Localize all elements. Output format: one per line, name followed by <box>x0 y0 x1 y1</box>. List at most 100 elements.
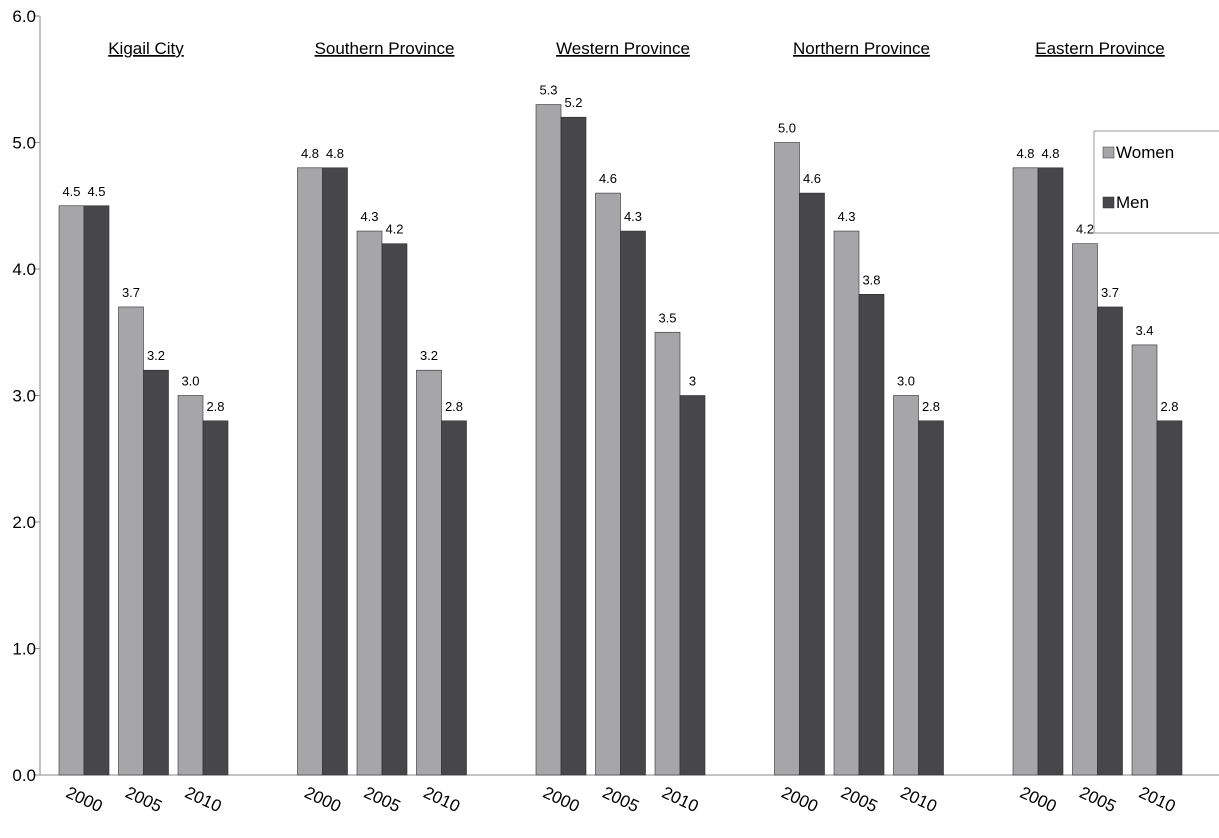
data-label-men-eastern-province-2005: 3.7 <box>1101 285 1119 300</box>
legend-swatch-men <box>1102 196 1115 209</box>
data-labels: 4.5 4.5 3.7 3.2 3.0 2.8 4.8 4.8 4.3 4.2 3.2 2.8 5.3 5… <box>62 83 1178 414</box>
y-tick-label: 3.0 <box>12 387 36 406</box>
y-tick-label: 1.0 <box>12 640 36 659</box>
bar-women-southern-province-2000 <box>297 167 323 776</box>
data-label-men-southern-province-2000: 4.8 <box>326 146 344 161</box>
data-label-men-kigail-city-2000: 4.5 <box>87 184 105 199</box>
y-axis: 0.0 1.0 2.0 3.0 4.0 5.0 6.0 <box>12 7 41 785</box>
data-label-women-kigail-city-2000: 4.5 <box>62 184 80 199</box>
bar-women-northern-province-2000 <box>774 142 800 776</box>
legend-label-women: Women <box>1116 143 1174 162</box>
bar-men-western-province-2000 <box>560 116 587 776</box>
data-label-women-eastern-province-2000: 4.8 <box>1016 146 1034 161</box>
group-titles: Kigail City Southern Province Western Prov… <box>108 39 1165 58</box>
data-label-women-kigail-city-2010: 3.0 <box>181 374 199 389</box>
data-label-women-northern-province-2005: 4.3 <box>837 209 855 224</box>
bar-women-kigail-city-2010 <box>177 395 204 776</box>
data-label-men-southern-province-2005: 4.2 <box>385 222 403 237</box>
bar-men-northern-province-2000 <box>799 192 825 776</box>
bar-men-western-province-2005 <box>620 230 646 776</box>
x-tick-label-2000: 2000 <box>1017 783 1059 816</box>
data-label-men-northern-province-2010: 2.8 <box>922 399 940 414</box>
legend-label-men: Men <box>1116 193 1149 212</box>
bars <box>58 104 1183 776</box>
data-label-men-western-province-2010: 3 <box>689 374 696 389</box>
data-label-women-eastern-province-2010: 3.4 <box>1135 323 1153 338</box>
y-tick-label: 6.0 <box>12 7 36 26</box>
data-label-women-southern-province-2000: 4.8 <box>301 146 319 161</box>
legend-swatch-women <box>1102 146 1115 159</box>
group-title-southern-province: Southern Province <box>315 39 455 58</box>
bar-women-eastern-province-2010 <box>1131 344 1158 776</box>
bar-men-southern-province-2005 <box>381 243 408 776</box>
data-label-women-southern-province-2005: 4.3 <box>360 209 378 224</box>
group-title-kigail-city: Kigail City <box>108 39 184 58</box>
x-tick-label-2010: 2010 <box>421 783 463 816</box>
legend-box <box>1093 130 1219 234</box>
x-tick-label-2010: 2010 <box>898 783 940 816</box>
x-axis: 2000 2005 2010 2000 2005 2010 2000 2005 2010 2000… <box>40 774 1219 816</box>
bar-women-eastern-province-2000 <box>1012 167 1039 776</box>
data-label-women-southern-province-2010: 3.2 <box>420 348 438 363</box>
bar-men-northern-province-2005 <box>858 293 885 776</box>
y-tick-label: 5.0 <box>12 134 36 153</box>
bar-men-kigail-city-2010 <box>202 420 229 776</box>
data-label-men-western-province-2005: 4.3 <box>624 209 642 224</box>
bar-women-western-province-2010 <box>654 331 681 776</box>
data-label-women-northern-province-2000: 5.0 <box>778 121 796 136</box>
bar-women-kigail-city-2000 <box>58 205 85 776</box>
data-label-men-kigail-city-2005: 3.2 <box>147 348 165 363</box>
legend: Women Men <box>1093 130 1219 234</box>
y-tick-label: 0.0 <box>12 766 36 785</box>
group-title-northern-province: Northern Province <box>793 39 930 58</box>
x-tick-label-2005: 2005 <box>1077 783 1119 816</box>
data-label-men-northern-province-2000: 4.6 <box>803 171 821 186</box>
bar-women-eastern-province-2005 <box>1072 243 1098 776</box>
bar-women-western-province-2000 <box>535 104 562 776</box>
data-label-women-northern-province-2010: 3.0 <box>897 374 915 389</box>
y-tick-label: 2.0 <box>12 513 36 532</box>
bar-men-southern-province-2000 <box>322 167 348 776</box>
bar-women-western-province-2005 <box>595 192 621 776</box>
data-label-women-western-province-2010: 3.5 <box>658 310 676 325</box>
x-tick-label-2010: 2010 <box>182 783 224 816</box>
x-tick-label-2005: 2005 <box>123 783 165 816</box>
group-title-western-province: Western Province <box>556 39 690 58</box>
x-tick-label-2010: 2010 <box>1136 783 1178 816</box>
bar-men-eastern-province-2010 <box>1156 420 1183 776</box>
x-tick-label-2000: 2000 <box>63 783 105 816</box>
x-tick-label-2010: 2010 <box>659 783 701 816</box>
y-tick-label: 4.0 <box>12 260 36 279</box>
x-tick-label-2005: 2005 <box>838 783 880 816</box>
x-tick-label-2000: 2000 <box>779 783 821 816</box>
bar-women-southern-province-2005 <box>356 230 383 776</box>
data-label-women-western-province-2000: 5.3 <box>539 83 557 98</box>
data-label-men-western-province-2000: 5.2 <box>564 95 582 110</box>
bar-women-kigail-city-2005 <box>118 306 144 776</box>
x-tick-label-2000: 2000 <box>302 783 344 816</box>
data-label-women-western-province-2005: 4.6 <box>599 171 617 186</box>
x-tick-label-2005: 2005 <box>600 783 642 816</box>
bar-men-northern-province-2010 <box>918 420 944 776</box>
x-tick-label-2000: 2000 <box>540 783 582 816</box>
data-label-women-kigail-city-2005: 3.7 <box>122 285 140 300</box>
bar-men-southern-province-2010 <box>441 420 467 776</box>
group-title-eastern-province: Eastern Province <box>1035 39 1164 58</box>
bar-men-kigail-city-2000 <box>83 205 110 776</box>
data-label-men-eastern-province-2000: 4.8 <box>1041 146 1059 161</box>
x-tick-label-2005: 2005 <box>361 783 403 816</box>
data-label-men-northern-province-2005: 3.8 <box>862 272 880 287</box>
data-label-men-southern-province-2010: 2.8 <box>445 399 463 414</box>
bar-men-eastern-province-2005 <box>1097 306 1123 776</box>
bar-women-northern-province-2010 <box>893 395 919 776</box>
bar-women-southern-province-2010 <box>416 369 442 776</box>
data-label-men-eastern-province-2010: 2.8 <box>1160 399 1178 414</box>
data-label-women-eastern-province-2005: 4.2 <box>1076 222 1094 237</box>
bar-men-eastern-province-2000 <box>1037 167 1064 776</box>
bar-women-northern-province-2005 <box>833 230 860 776</box>
data-label-men-kigail-city-2010: 2.8 <box>206 399 224 414</box>
bar-men-kigail-city-2005 <box>143 369 169 776</box>
bar-men-western-province-2010 <box>679 395 706 776</box>
